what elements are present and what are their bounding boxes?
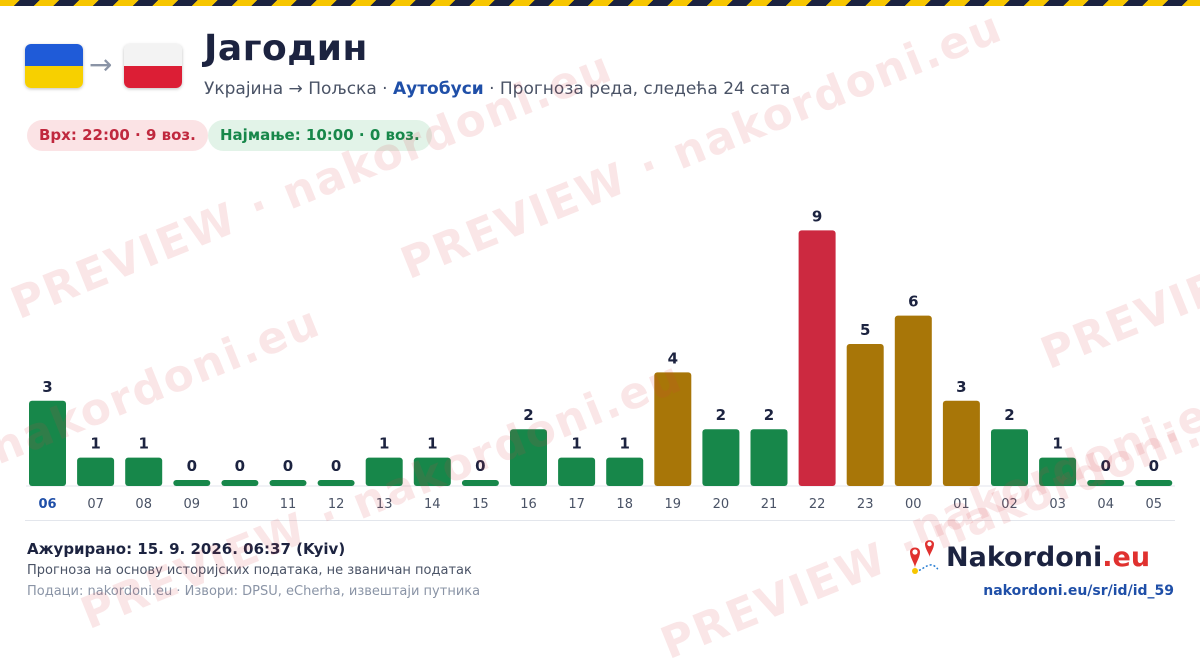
value-label-21: 2 <box>764 406 774 424</box>
bar-00 <box>894 315 932 486</box>
queue-forecast-chart: 3061071080090100110121131140152161171184… <box>26 207 1175 512</box>
ukraine-flag <box>25 44 83 88</box>
bar-16 <box>510 429 547 486</box>
transport-mode: Аутобуси <box>392 79 484 99</box>
value-label-14: 1 <box>427 435 437 453</box>
value-label-07: 1 <box>90 435 100 453</box>
value-label-17: 1 <box>571 435 581 453</box>
bar-05 <box>1135 480 1173 486</box>
bar-04 <box>1087 480 1125 486</box>
value-label-01: 3 <box>956 378 966 396</box>
bar-22 <box>798 230 836 486</box>
tick-label-16: 16 <box>520 497 537 512</box>
page-url-link[interactable]: nakordoni.eu/sr/id/id_59 <box>983 583 1174 599</box>
value-label-13: 1 <box>379 435 389 453</box>
bar-08 <box>125 457 163 486</box>
bar-14 <box>413 457 451 486</box>
tick-label-19: 19 <box>665 497 682 512</box>
value-label-23: 5 <box>860 321 870 339</box>
value-label-06: 3 <box>42 378 52 396</box>
bar-07 <box>77 457 115 486</box>
value-label-00: 6 <box>908 293 918 311</box>
footer-divider <box>25 520 1175 521</box>
tick-label-12: 12 <box>328 497 345 512</box>
tick-label-03: 03 <box>1049 497 1066 512</box>
bar-20 <box>702 429 740 486</box>
forecast-description: · Прогноза реда, следећа 24 сата <box>489 79 791 99</box>
value-label-19: 4 <box>668 349 678 367</box>
tick-label-09: 09 <box>184 497 201 512</box>
bar-21 <box>750 429 788 486</box>
updated-timestamp: Ажурирано: 15. 9. 2026. 06:37 (Kyiv) <box>27 540 346 558</box>
tick-label-04: 04 <box>1097 497 1114 512</box>
bar-18 <box>606 457 644 486</box>
value-label-11: 0 <box>283 457 293 475</box>
tick-label-22: 22 <box>809 497 826 512</box>
tick-label-05: 05 <box>1146 497 1163 512</box>
value-label-05: 0 <box>1149 457 1159 475</box>
map-pin-icon <box>910 540 939 574</box>
value-label-15: 0 <box>475 457 485 475</box>
value-label-03: 1 <box>1052 435 1062 453</box>
tick-label-02: 02 <box>1001 497 1018 512</box>
direction-arrow: → <box>89 48 113 81</box>
tick-label-20: 20 <box>713 497 730 512</box>
low-badge: Најмање: 10:00 · 0 воз. <box>208 120 432 151</box>
bar-13 <box>365 457 403 486</box>
route-text: Украјина → Пољска · <box>204 79 388 99</box>
bar-02 <box>991 429 1028 486</box>
bar-11 <box>269 480 307 486</box>
bar-19 <box>654 372 692 486</box>
tick-label-23: 23 <box>857 497 874 512</box>
bar-17 <box>558 457 596 486</box>
tick-label-13: 13 <box>376 497 393 512</box>
bar-23 <box>846 344 884 486</box>
tick-label-17: 17 <box>568 497 585 512</box>
poland-flag <box>124 44 182 88</box>
value-label-04: 0 <box>1100 457 1110 475</box>
value-label-16: 2 <box>523 406 533 424</box>
value-label-12: 0 <box>331 457 341 475</box>
tick-label-06: 06 <box>38 497 56 512</box>
value-label-20: 2 <box>716 406 726 424</box>
bar-12 <box>317 480 355 486</box>
bar-09 <box>173 480 211 486</box>
tick-label-10: 10 <box>232 497 249 512</box>
page-subtitle: Украјина → Пољска · Аутобуси · Прогноза … <box>204 79 790 99</box>
bar-03 <box>1039 457 1077 486</box>
bar-06 <box>29 400 66 486</box>
tick-label-18: 18 <box>616 497 633 512</box>
tick-label-01: 01 <box>953 497 970 512</box>
value-label-22: 9 <box>812 207 822 225</box>
bar-15 <box>461 480 499 486</box>
tick-label-15: 15 <box>472 497 489 512</box>
value-label-10: 0 <box>235 457 245 475</box>
hazard-stripe <box>0 0 1200 6</box>
value-label-02: 2 <box>1004 406 1014 424</box>
tick-label-11: 11 <box>280 497 297 512</box>
peak-badge: Врх: 22:00 · 9 воз. <box>27 120 208 151</box>
value-label-08: 1 <box>138 435 148 453</box>
value-label-09: 0 <box>187 457 197 475</box>
page-title: Јагодин <box>204 28 368 69</box>
tick-label-00: 00 <box>905 497 922 512</box>
tick-label-07: 07 <box>87 497 104 512</box>
bar-10 <box>221 480 259 486</box>
tick-label-08: 08 <box>135 497 152 512</box>
brand-name: Nakordoni.eu <box>946 542 1151 573</box>
tick-label-14: 14 <box>424 497 441 512</box>
tick-label-21: 21 <box>761 497 778 512</box>
bar-01 <box>942 400 980 486</box>
forecast-disclaimer: Прогноза на основу историјских података,… <box>27 563 472 578</box>
value-label-18: 1 <box>619 435 629 453</box>
data-sources: Подаци: nakordoni.eu · Извори: DPSU, eCh… <box>27 584 481 599</box>
